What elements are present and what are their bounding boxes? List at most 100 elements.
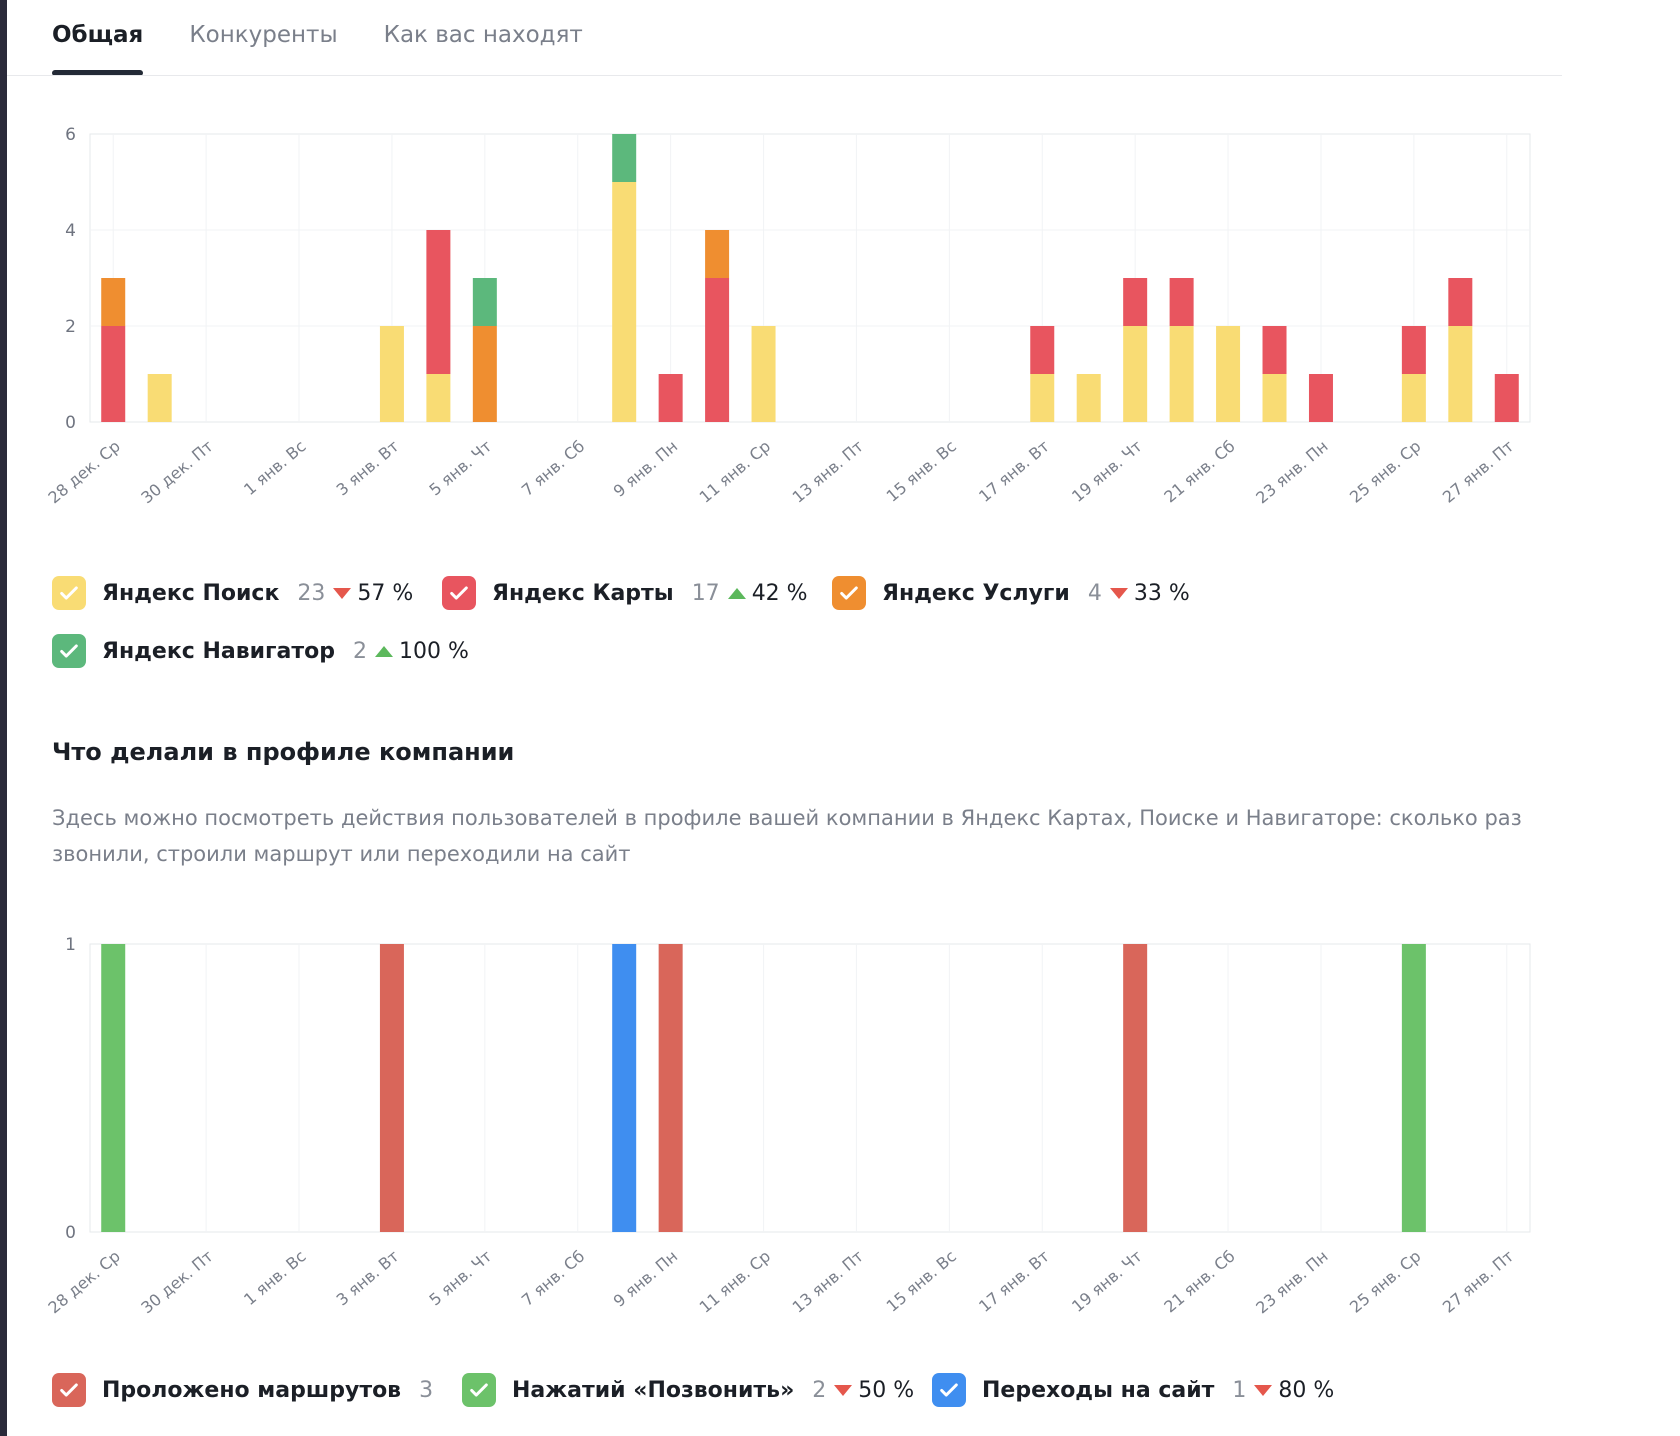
legend-count: 23 xyxy=(297,580,326,606)
x-tick-label: 19 янв. Чт xyxy=(1068,1247,1146,1316)
trend-up-icon xyxy=(375,645,394,657)
tab-bar: Общая Конкуренты Как вас находят xyxy=(52,18,583,76)
legend-item[interactable]: Проложено маршрутов 3 xyxy=(52,1373,462,1407)
x-tick-label: 23 янв. Пн xyxy=(1252,1247,1331,1318)
trend-down-icon xyxy=(834,1384,853,1396)
x-tick-label: 11 янв. Ср xyxy=(696,437,774,507)
legend-count: 4 xyxy=(1087,580,1102,606)
bar-1-s0-28[interactable] xyxy=(1401,374,1426,422)
bar-1-s1-13[interactable] xyxy=(705,278,730,422)
bar-1-s1-7[interactable] xyxy=(426,230,451,374)
bar-1-s0-14[interactable] xyxy=(751,326,776,422)
bar-1-s0-11[interactable] xyxy=(612,182,637,422)
bar-1-s1-23[interactable] xyxy=(1169,278,1194,326)
x-tick-label: 3 янв. Вт xyxy=(333,437,403,500)
y-tick-label: 1 xyxy=(65,935,76,955)
bar-1-s1-0[interactable] xyxy=(101,326,126,422)
bar-1-s1-22[interactable] xyxy=(1123,278,1148,326)
bar-1-s2-13[interactable] xyxy=(705,230,730,278)
bar-1-s2-8[interactable] xyxy=(472,326,497,422)
x-tick-label: 9 янв. Пн xyxy=(610,1247,682,1311)
x-tick-label: 28 дек. Ср xyxy=(45,1247,124,1318)
bar-1-s1-20[interactable] xyxy=(1030,326,1055,374)
legend-label: Яндекс Карты xyxy=(492,580,674,606)
checkbox-check-icon[interactable] xyxy=(932,1373,966,1407)
bar-1-s1-28[interactable] xyxy=(1401,326,1426,374)
bar-1-s3-8[interactable] xyxy=(472,278,497,326)
bar-1-s2-0[interactable] xyxy=(101,278,126,326)
legend-item[interactable]: Переходы на сайт 1 80 % xyxy=(932,1373,1352,1407)
legend-percent: 80 % xyxy=(1278,1377,1335,1403)
bar-1-s1-12[interactable] xyxy=(658,374,683,422)
x-tick-label: 25 янв. Ср xyxy=(1346,437,1424,507)
bar-2-s0-22[interactable] xyxy=(1123,944,1148,1232)
legend-label: Яндекс Навигатор xyxy=(102,638,336,664)
legend-item[interactable]: Яндекс Навигатор 2 100 % xyxy=(52,634,472,668)
bar-1-s0-20[interactable] xyxy=(1030,374,1055,422)
x-tick-label: 7 янв. Сб xyxy=(518,1247,588,1310)
bar-1-s0-24[interactable] xyxy=(1216,326,1241,422)
bar-1-s3-11[interactable] xyxy=(612,134,637,182)
sources-legend: Яндекс Поиск 23 57 % Яндекс Карты 17 42 % Янде… xyxy=(52,573,1232,689)
trend-down-icon xyxy=(1254,1384,1273,1396)
x-tick-label: 3 янв. Вт xyxy=(333,1247,403,1310)
legend-count: 17 xyxy=(691,580,720,606)
checkbox-check-icon[interactable] xyxy=(442,576,476,610)
checkbox-check-icon[interactable] xyxy=(52,1373,86,1407)
tab-how-found[interactable]: Как вас находят xyxy=(383,22,583,48)
x-tick-label: 5 янв. Чт xyxy=(426,1247,496,1310)
legend-item[interactable]: Яндекс Поиск 23 57 % xyxy=(52,576,442,610)
bar-1-s0-1[interactable] xyxy=(147,374,172,422)
tab-competitors[interactable]: Конкуренты xyxy=(189,22,338,48)
x-tick-label: 15 янв. Вс xyxy=(883,1247,960,1316)
legend-row: Яндекс Поиск 23 57 % Яндекс Карты 17 42 % Янде… xyxy=(52,573,1232,613)
bar-2-s2-11[interactable] xyxy=(612,944,637,1232)
bar-1-s0-22[interactable] xyxy=(1123,326,1148,422)
checkbox-check-icon[interactable] xyxy=(52,576,86,610)
legend-count: 3 xyxy=(419,1377,434,1403)
bar-1-s1-26[interactable] xyxy=(1308,374,1333,422)
y-tick-label: 2 xyxy=(65,317,76,337)
legend-count: 2 xyxy=(353,638,368,664)
legend-label: Яндекс Поиск xyxy=(102,580,280,606)
legend-item[interactable]: Нажатий «Позвонить» 2 50 % xyxy=(462,1373,932,1407)
window-edge xyxy=(0,0,7,1436)
x-tick-label: 23 янв. Пн xyxy=(1252,437,1331,508)
bar-1-s1-25[interactable] xyxy=(1262,326,1287,374)
x-tick-label: 27 янв. Пт xyxy=(1439,437,1517,507)
legend-item[interactable]: Яндекс Услуги 4 33 % xyxy=(832,576,1232,610)
bar-2-s1-28[interactable] xyxy=(1401,944,1426,1232)
y-tick-label: 0 xyxy=(65,413,76,433)
bar-1-s0-6[interactable] xyxy=(379,326,404,422)
bar-1-s0-23[interactable] xyxy=(1169,326,1194,422)
bar-2-s1-0[interactable] xyxy=(101,944,126,1232)
trend-down-icon xyxy=(333,587,352,599)
x-tick-label: 13 янв. Пт xyxy=(789,437,867,507)
section-title: Что делали в профиле компании xyxy=(52,738,515,766)
x-tick-label: 19 янв. Чт xyxy=(1068,437,1146,506)
y-tick-label: 6 xyxy=(65,125,76,145)
x-tick-label: 30 дек. Пт xyxy=(137,1247,216,1318)
x-tick-label: 27 янв. Пт xyxy=(1439,1247,1517,1317)
x-tick-label: 25 янв. Ср xyxy=(1346,1247,1424,1317)
checkbox-check-icon[interactable] xyxy=(52,634,86,668)
x-tick-label: 17 янв. Вт xyxy=(975,1247,1053,1316)
bar-1-s0-7[interactable] xyxy=(426,374,451,422)
actions-legend: Проложено маршрутов 3 Нажатий «Позвонить» 2… xyxy=(52,1370,1352,1428)
bar-2-s0-12[interactable] xyxy=(658,944,683,1232)
plot-frame xyxy=(89,133,1531,423)
bar-1-s0-21[interactable] xyxy=(1076,374,1101,422)
legend-label: Проложено маршрутов xyxy=(102,1377,402,1403)
legend-row: Проложено маршрутов 3 Нажатий «Позвонить» 2… xyxy=(52,1370,1352,1410)
bar-1-s1-30[interactable] xyxy=(1494,374,1519,422)
checkbox-check-icon[interactable] xyxy=(832,576,866,610)
bar-1-s1-29[interactable] xyxy=(1448,278,1473,326)
bar-2-s0-6[interactable] xyxy=(379,944,404,1232)
bar-1-s0-29[interactable] xyxy=(1448,326,1473,422)
tab-general[interactable]: Общая xyxy=(52,18,144,76)
legend-item[interactable]: Яндекс Карты 17 42 % xyxy=(442,576,832,610)
checkbox-check-icon[interactable] xyxy=(462,1373,496,1407)
plot-frame xyxy=(89,943,1531,1233)
legend-count: 1 xyxy=(1232,1377,1247,1403)
bar-1-s0-25[interactable] xyxy=(1262,374,1287,422)
